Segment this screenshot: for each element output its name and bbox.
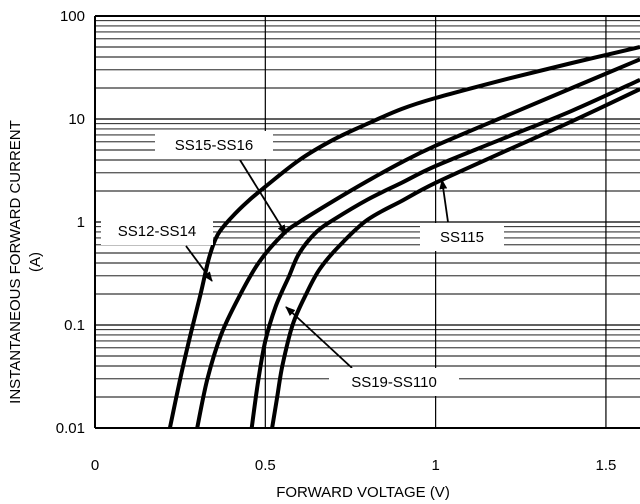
ss15-ss16-curve bbox=[195, 57, 640, 429]
x-tick-label: 0 bbox=[91, 457, 99, 474]
y-tick-label: 1 bbox=[77, 214, 85, 231]
ss115-label-box bbox=[420, 223, 504, 251]
ss115-leader-arrow bbox=[439, 179, 449, 223]
ss19-ss110-label: SS19-SS110 bbox=[351, 374, 437, 391]
y-axis-title-line2: (A) bbox=[27, 252, 44, 272]
ss12-ss14-label: SS12-SS14 bbox=[118, 223, 196, 240]
y-tick-label: 0.01 bbox=[56, 420, 85, 437]
ss115-label: SS115 bbox=[440, 229, 484, 246]
x-axis-title: FORWARD VOLTAGE (V) bbox=[276, 484, 450, 501]
ss19-ss110-curve bbox=[249, 77, 640, 429]
y-tick-label: 10 bbox=[68, 111, 85, 128]
x-tick-label: 1 bbox=[431, 457, 439, 474]
ss12-ss14-leader-arrow bbox=[185, 245, 213, 282]
ss15-ss16-label: SS15-SS16 bbox=[175, 137, 253, 154]
y-tick-label: 100 bbox=[60, 8, 85, 25]
x-tick-label: 0.5 bbox=[255, 457, 276, 474]
tick-labels: 0 0.5 1 1.5 0.01 0.1 1 10 100 bbox=[56, 8, 617, 474]
ss19-ss110-leader-arrow bbox=[285, 306, 353, 369]
ss12-ss14-label-box bbox=[101, 217, 213, 245]
ss15-ss16-label-box bbox=[155, 131, 273, 159]
x-tick-label: 1.5 bbox=[596, 457, 617, 474]
y-axis-title-line1: INSTANTANEOUS FORWARD CURRENT bbox=[7, 120, 24, 404]
curves bbox=[167, 45, 640, 429]
y-tick-label: 0.1 bbox=[64, 317, 85, 334]
annotations: SS15-SS16 SS12-SS14 SS115 SS19-SS110 bbox=[101, 131, 504, 396]
ss15-ss16-leader-arrow bbox=[239, 159, 287, 235]
ss19-ss110-label-box bbox=[329, 368, 459, 396]
ss12-ss14-curve bbox=[167, 45, 640, 429]
plot-frame bbox=[94, 15, 640, 429]
ss115-curve bbox=[270, 87, 640, 429]
